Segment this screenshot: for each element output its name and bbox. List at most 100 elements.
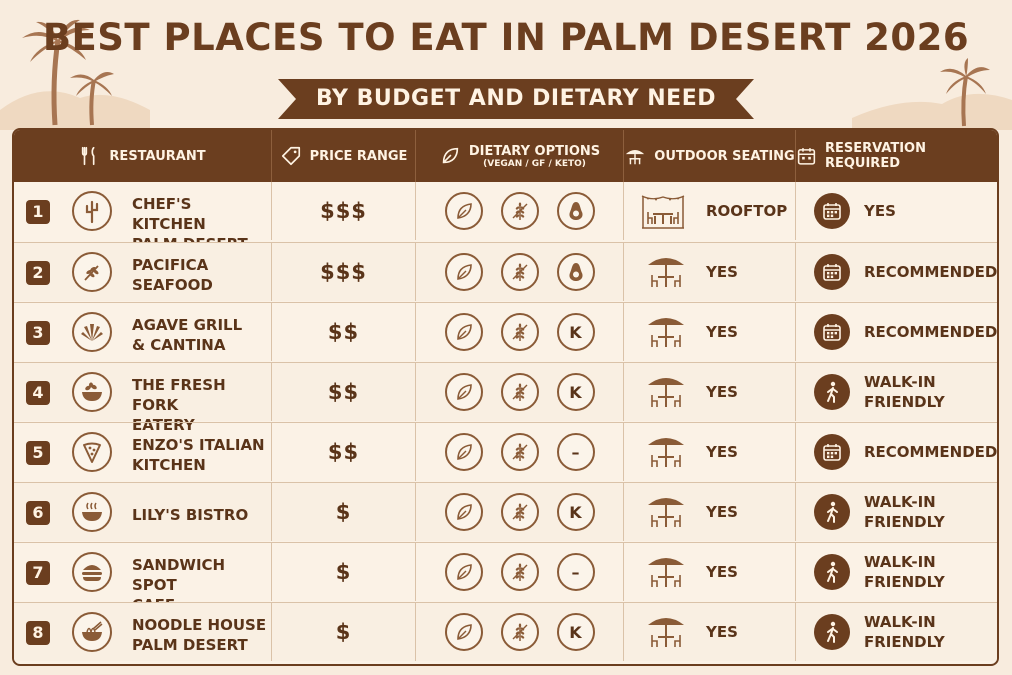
restaurant-name-line-1: PACIFICA xyxy=(132,256,209,274)
outdoor-seating: YES xyxy=(624,303,796,361)
gluten-free-badge xyxy=(500,192,539,230)
reservation-required: YES xyxy=(796,182,997,240)
price-tag-icon xyxy=(281,146,300,166)
restaurant-name[interactable]: LILY'S BISTRO xyxy=(132,505,270,525)
price-range: $$$ xyxy=(272,243,416,301)
gluten-free-wheat-icon xyxy=(512,202,527,220)
restaurant-name-line-1: AGAVE GRILL xyxy=(132,316,243,334)
table-row[interactable]: 8 NOODLE HOUSE PALM DESERT $ K YES WALK-IN FRIE… xyxy=(14,602,997,661)
price-range: $$$ xyxy=(272,182,416,240)
row-number: 6 xyxy=(26,501,50,525)
walking-icon xyxy=(822,621,842,643)
column-header-outdoor[interactable]: OUTDOOR SEATING xyxy=(624,130,796,182)
gluten-free-wheat-icon xyxy=(512,503,527,521)
reservation-icon-badge xyxy=(814,554,850,590)
gluten-free-badge xyxy=(500,313,539,351)
restaurant-cell: 6 LILY'S BISTRO xyxy=(14,483,272,541)
price-range: $ xyxy=(272,543,416,601)
restaurant-name-line-1: SANDWICH SPOT xyxy=(132,556,226,594)
restaurant-name-line-1: NOODLE HOUSE xyxy=(132,616,267,634)
vegan-leaf-icon xyxy=(456,324,472,340)
restaurant-name[interactable]: NOODLE HOUSE PALM DESERT xyxy=(132,615,270,655)
soup-bowl-icon xyxy=(79,499,105,525)
column-header-price[interactable]: PRICE RANGE xyxy=(272,130,416,182)
vegan-badge xyxy=(444,192,483,230)
row-number: 8 xyxy=(26,621,50,645)
restaurant-name-line-1: CHEF'S KITCHEN xyxy=(132,195,206,233)
reservation-icon-badge xyxy=(814,374,850,410)
vegan-badge xyxy=(444,553,483,591)
restaurant-logo xyxy=(72,191,112,231)
reservation-label-line-1: RECOMMENDED xyxy=(864,323,998,341)
row-number: 1 xyxy=(26,200,50,224)
price-range: $ xyxy=(272,483,416,541)
walking-icon xyxy=(822,561,842,583)
vegan-leaf-icon xyxy=(456,504,472,520)
walking-icon xyxy=(822,501,842,523)
reservation-label: RECOMMENDED xyxy=(864,442,997,462)
reservation-label-line-1: WALK-IN xyxy=(864,613,936,631)
restaurant-table: RESTAURANT PRICE RANGE DIETARY OPTIONS (… xyxy=(12,128,999,666)
restaurant-name[interactable]: THE FRESH FORK EATERY xyxy=(132,375,270,435)
reservation-label: WALK-IN FRIENDLY xyxy=(864,552,945,592)
fork-knife-icon xyxy=(82,146,95,166)
vegan-leaf-icon xyxy=(456,264,472,280)
restaurant-name[interactable]: PACIFICA SEAFOOD xyxy=(132,255,270,295)
gluten-free-badge xyxy=(500,613,539,651)
dietary-options: K xyxy=(416,483,624,541)
restaurant-name-line-1: ENZO'S ITALIAN xyxy=(132,436,265,454)
restaurant-logo xyxy=(72,372,112,412)
reservation-required: RECOMMENDED xyxy=(796,423,997,481)
calendar-icon xyxy=(822,442,842,462)
restaurant-name[interactable]: ENZO'S ITALIAN KITCHEN xyxy=(132,435,270,475)
restaurant-name-line-1: LILY'S BISTRO xyxy=(132,506,249,524)
vegan-badge xyxy=(444,373,483,411)
column-header-reservation[interactable]: RESERVATION REQUIRED xyxy=(796,130,997,182)
column-label-restaurant: RESTAURANT xyxy=(109,148,206,164)
reservation-label-line-2: FRIENDLY xyxy=(864,573,945,591)
reservation-label-line-1: RECOMMENDED xyxy=(864,263,998,281)
table-row[interactable]: 2 PACIFICA SEAFOOD $$$ YES RECOMMENDED xyxy=(14,242,997,301)
calendar-icon xyxy=(797,148,816,165)
column-label-outdoor: OUTDOOR SEATING xyxy=(654,148,795,164)
vegan-badge xyxy=(444,493,483,531)
column-header-restaurant[interactable]: RESTAURANT xyxy=(14,130,272,182)
umbrella-table-icon xyxy=(626,150,645,165)
restaurant-logo xyxy=(72,612,112,652)
reservation-label: WALK-IN FRIENDLY xyxy=(864,492,945,532)
gluten-free-wheat-icon xyxy=(512,263,527,281)
reservation-label-line-1: YES xyxy=(864,202,896,220)
burger-icon xyxy=(79,560,105,584)
table-row[interactable]: 5 ENZO'S ITALIAN KITCHEN $$ – YES RECOMMENDED xyxy=(14,422,997,481)
keto-badge xyxy=(556,192,595,230)
column-label-reservation: RESERVATION REQUIRED xyxy=(824,141,926,171)
outdoor-seating: YES xyxy=(624,543,796,601)
restaurant-cell: 4 THE FRESH FORK EATERY xyxy=(14,363,272,434)
reservation-label: YES xyxy=(864,201,896,221)
column-header-dietary[interactable]: DIETARY OPTIONS (VEGAN / GF / KETO) xyxy=(416,130,624,182)
reservation-label-line-1: RECOMMENDED xyxy=(864,443,998,461)
outdoor-seating-label: YES xyxy=(706,383,738,401)
table-row[interactable]: 4 THE FRESH FORK EATERY $$ K YES WALK-IN FRIEND… xyxy=(14,362,997,434)
table-header: RESTAURANT PRICE RANGE DIETARY OPTIONS (… xyxy=(14,130,997,182)
reservation-required: WALK-IN FRIENDLY xyxy=(796,363,997,421)
reservation-required: WALK-IN FRIENDLY xyxy=(796,543,997,601)
keto-badge: K xyxy=(556,373,595,411)
reservation-label-line-1: WALK-IN xyxy=(864,493,936,511)
umbrella-icon xyxy=(646,313,686,351)
dietary-options: K xyxy=(416,363,624,421)
palm-trees-right-decoration xyxy=(852,58,1012,130)
column-sublabel-dietary: (VEGAN / GF / KETO) xyxy=(483,158,586,169)
reservation-label-line-2: FRIENDLY xyxy=(864,633,945,651)
column-label-price: PRICE RANGE xyxy=(309,148,408,164)
table-row[interactable]: 3 AGAVE GRILL & CANTINA $$ K YES RECOMMENDED xyxy=(14,302,997,361)
row-number: 2 xyxy=(26,261,50,285)
restaurant-name[interactable]: AGAVE GRILL & CANTINA xyxy=(132,315,270,355)
outdoor-seating-label: YES xyxy=(706,623,738,641)
herb-icon xyxy=(80,260,104,284)
table-row[interactable]: 6 LILY'S BISTRO $ K YES WALK-IN FRIENDLY xyxy=(14,482,997,541)
umbrella-icon xyxy=(646,253,686,291)
avocado-icon xyxy=(568,202,583,220)
